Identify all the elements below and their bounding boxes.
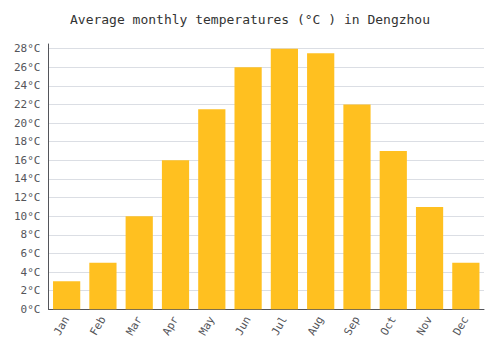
svg-text:2°C: 2°C — [21, 284, 41, 297]
svg-text:8°C: 8°C — [21, 228, 41, 241]
svg-text:24°C: 24°C — [14, 79, 41, 92]
svg-text:4°C: 4°C — [21, 266, 41, 279]
svg-text:Jan: Jan — [51, 314, 72, 338]
svg-text:Aug: Aug — [305, 314, 326, 338]
svg-text:22°C: 22°C — [14, 98, 41, 111]
svg-text:Oct: Oct — [378, 314, 399, 338]
svg-text:Jun: Jun — [233, 314, 254, 338]
svg-text:18°C: 18°C — [14, 135, 41, 148]
svg-text:Jul: Jul — [269, 314, 290, 338]
svg-text:28°C: 28°C — [14, 42, 41, 55]
svg-text:Nov: Nov — [414, 314, 435, 338]
svg-text:May: May — [196, 314, 217, 338]
svg-text:12°C: 12°C — [14, 191, 41, 204]
svg-text:16°C: 16°C — [14, 154, 41, 167]
svg-text:Apr: Apr — [160, 314, 181, 338]
svg-text:Mar: Mar — [124, 314, 145, 338]
svg-text:Sep: Sep — [341, 314, 362, 338]
svg-text:14°C: 14°C — [14, 172, 41, 185]
svg-text:Dec: Dec — [450, 314, 471, 338]
svg-text:Feb: Feb — [87, 314, 108, 338]
svg-text:0°C: 0°C — [21, 303, 41, 316]
svg-text:Average monthly temperatures (: Average monthly temperatures (°C ) in De… — [70, 12, 430, 27]
svg-text:10°C: 10°C — [14, 210, 41, 223]
svg-text:20°C: 20°C — [14, 117, 41, 130]
svg-text:26°C: 26°C — [14, 61, 41, 74]
svg-text:6°C: 6°C — [21, 247, 41, 260]
